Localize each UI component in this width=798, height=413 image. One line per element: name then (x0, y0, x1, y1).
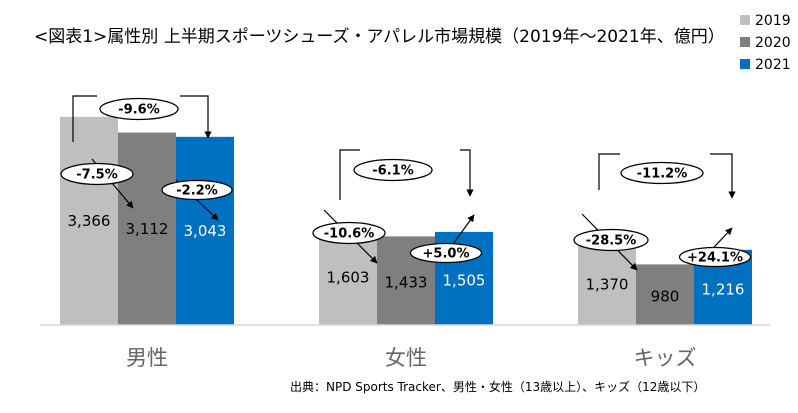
change-bubble-女性-2020-2021 (409, 242, 483, 264)
bar-男性-2021 (176, 136, 234, 325)
change-label-女性-2019-2021: -6.1% (372, 164, 413, 179)
category-label-女性: 女性 (385, 346, 427, 370)
bar-value-label-キッズ-2020: 980 (651, 288, 680, 306)
bar-value-label-男性-2020: 3,112 (126, 220, 169, 238)
bracket-arrow-女性 (339, 149, 470, 200)
change-bubble-キッズ-2019-2021 (620, 161, 704, 185)
bar-value-label-男性-2021: 3,043 (184, 222, 227, 240)
annotations: -7.5% -2.2% -9.6% -10.6% +5.0% -6.1% -28.5% +24… (60, 95, 752, 271)
bar-value-label-女性-2021: 1,505 (443, 271, 486, 289)
bracket-arrow-キッズ (598, 153, 732, 198)
bar-value-label-女性-2020: 1,433 (385, 274, 428, 292)
bracket-arrow-男性 (72, 95, 208, 142)
change-bubble-キッズ-2020-2021 (678, 246, 752, 268)
change-label-キッズ-2019-2020: -28.5% (586, 234, 637, 249)
change-bubble-女性-2019-2020 (312, 221, 386, 245)
legend-label-2020: 2020 (755, 35, 791, 51)
legend-swatch-2021 (740, 59, 750, 69)
change-bubble-男性-2019-2021 (99, 97, 179, 121)
category-labels: 男性 女性 キッズ (126, 346, 697, 370)
category-label-キッズ: キッズ (634, 346, 697, 370)
legend-swatch-2020 (740, 37, 750, 47)
bar-value-label-男性-2019: 3,366 (68, 212, 111, 230)
change-bubble-男性-2019-2020 (60, 162, 134, 186)
change-bubble-男性-2020-2021 (161, 179, 233, 201)
legend-label-2019: 2019 (755, 13, 791, 29)
bars: 3,366 3,112 3,043 1,603 1,433 1,505 1,370 980 1,… (60, 116, 752, 325)
legend: 2019 2020 2021 (740, 13, 791, 73)
change-bubble-女性-2019-2021 (353, 158, 433, 182)
chart-title: <図表1>属性別 上半期スポーツシューズ・アパレル市場規模（2019年〜2021… (34, 27, 725, 47)
bar-value-label-女性-2019: 1,603 (327, 268, 370, 286)
change-label-男性-2019-2020: -7.5% (76, 168, 117, 183)
bar-男性-2020 (118, 132, 176, 325)
bar-キッズ-2019 (578, 240, 636, 325)
change-label-キッズ-2019-2021: -11.2% (637, 167, 688, 182)
change-label-キッズ-2020-2021: +24.1% (687, 251, 743, 266)
source-note: 出典：NPD Sports Tracker、男性・女性（13歳以上）、キッズ（1… (290, 379, 705, 394)
change-label-女性-2020-2021: +5.0% (423, 247, 470, 262)
change-label-女性-2019-2020: -10.6% (324, 227, 375, 242)
change-bubble-キッズ-2019-2020 (573, 228, 649, 252)
legend-label-2021: 2021 (755, 57, 791, 73)
change-label-男性-2019-2021: -9.6% (118, 103, 159, 118)
bar-value-label-キッズ-2019: 1,370 (586, 276, 629, 294)
bar-value-label-キッズ-2021: 1,216 (702, 280, 745, 298)
change-label-男性-2020-2021: -2.2% (176, 184, 217, 199)
legend-swatch-2019 (740, 15, 750, 25)
bar-男性-2019 (60, 116, 118, 325)
category-label-男性: 男性 (126, 346, 168, 370)
bar-キッズ-2020 (636, 264, 694, 325)
